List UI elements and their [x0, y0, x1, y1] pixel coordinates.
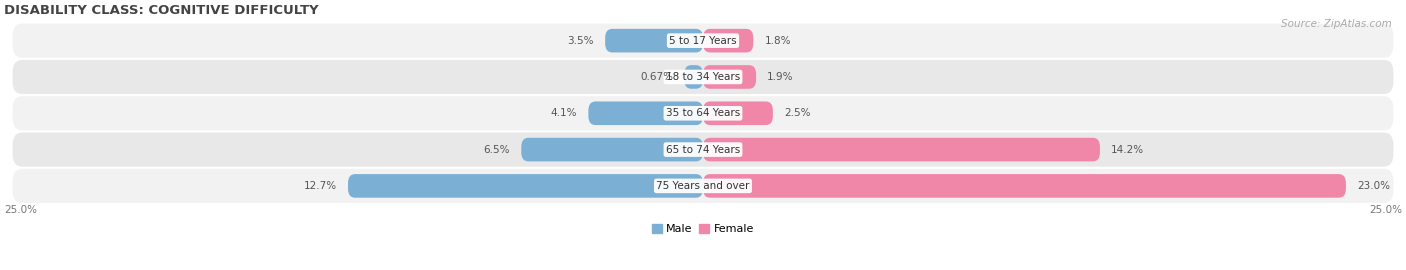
- Text: 14.2%: 14.2%: [1111, 145, 1144, 155]
- Text: DISABILITY CLASS: COGNITIVE DIFFICULTY: DISABILITY CLASS: COGNITIVE DIFFICULTY: [4, 4, 319, 17]
- FancyBboxPatch shape: [13, 169, 1393, 203]
- FancyBboxPatch shape: [13, 23, 1393, 58]
- FancyBboxPatch shape: [685, 65, 703, 89]
- FancyBboxPatch shape: [588, 102, 703, 125]
- Legend: Male, Female: Male, Female: [647, 219, 759, 238]
- Text: 6.5%: 6.5%: [484, 145, 510, 155]
- Text: 2.5%: 2.5%: [785, 108, 811, 118]
- FancyBboxPatch shape: [703, 138, 1099, 161]
- Text: 25.0%: 25.0%: [4, 205, 37, 215]
- Text: 65 to 74 Years: 65 to 74 Years: [666, 145, 740, 155]
- FancyBboxPatch shape: [13, 60, 1393, 94]
- FancyBboxPatch shape: [703, 65, 756, 89]
- Text: 1.9%: 1.9%: [768, 72, 794, 82]
- Text: 35 to 64 Years: 35 to 64 Years: [666, 108, 740, 118]
- Text: Source: ZipAtlas.com: Source: ZipAtlas.com: [1281, 19, 1392, 29]
- FancyBboxPatch shape: [13, 96, 1393, 130]
- FancyBboxPatch shape: [522, 138, 703, 161]
- Text: 75 Years and over: 75 Years and over: [657, 181, 749, 191]
- Text: 18 to 34 Years: 18 to 34 Years: [666, 72, 740, 82]
- FancyBboxPatch shape: [703, 102, 773, 125]
- Text: 3.5%: 3.5%: [568, 36, 593, 46]
- Text: 4.1%: 4.1%: [551, 108, 578, 118]
- Text: 25.0%: 25.0%: [1369, 205, 1402, 215]
- Text: 1.8%: 1.8%: [765, 36, 792, 46]
- FancyBboxPatch shape: [349, 174, 703, 198]
- Text: 5 to 17 Years: 5 to 17 Years: [669, 36, 737, 46]
- Text: 12.7%: 12.7%: [304, 181, 337, 191]
- FancyBboxPatch shape: [703, 174, 1346, 198]
- FancyBboxPatch shape: [703, 29, 754, 52]
- FancyBboxPatch shape: [605, 29, 703, 52]
- Text: 23.0%: 23.0%: [1357, 181, 1391, 191]
- Text: 0.67%: 0.67%: [640, 72, 673, 82]
- FancyBboxPatch shape: [13, 133, 1393, 167]
